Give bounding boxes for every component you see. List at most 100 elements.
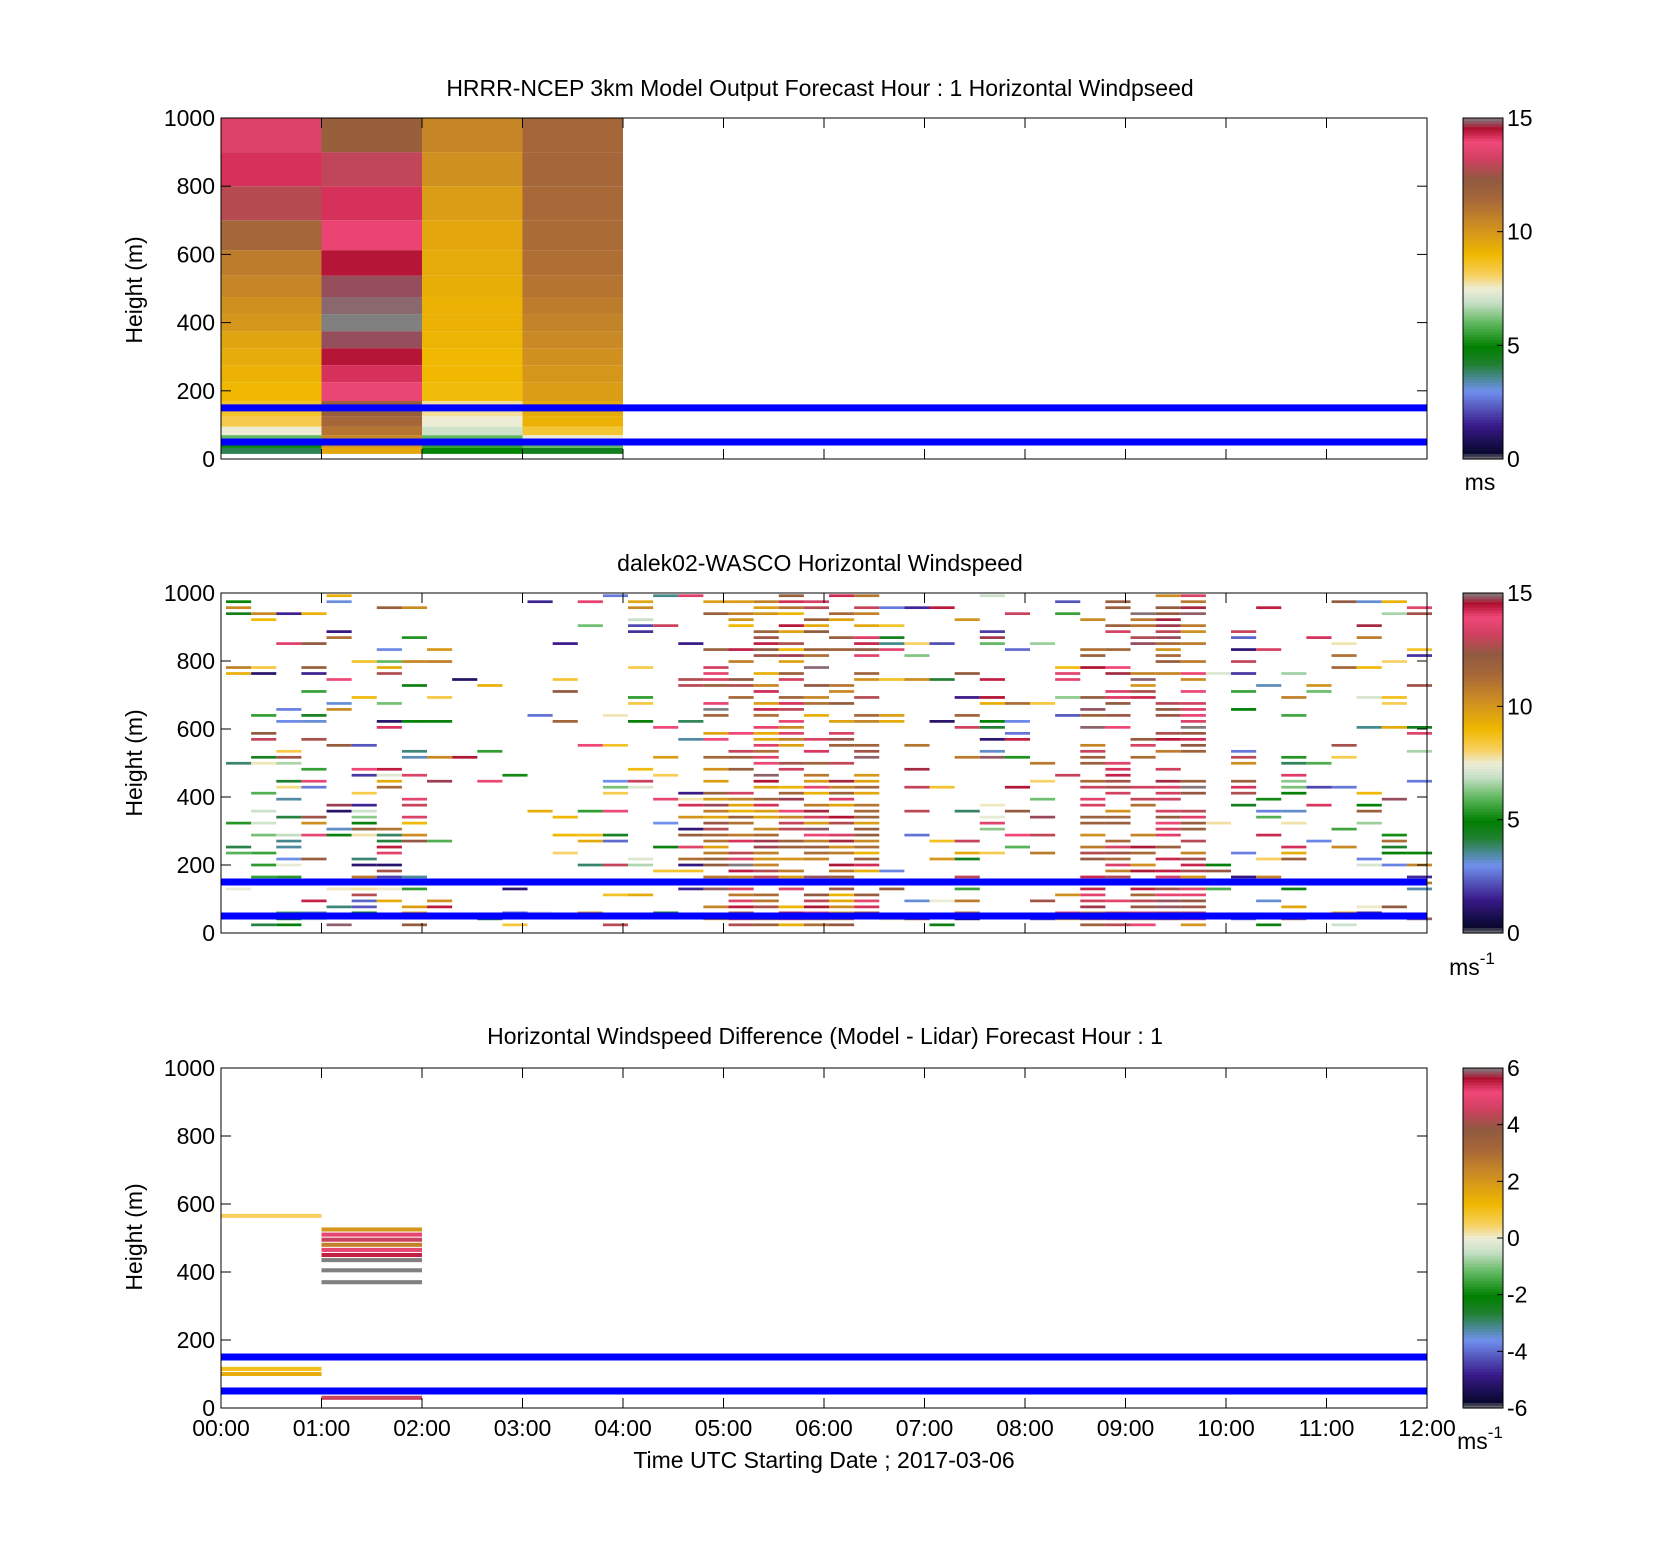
colorbar-segment <box>1463 1269 1503 1273</box>
colorbar-segment <box>1463 754 1503 758</box>
lidar-gate <box>251 851 277 855</box>
lidar-gate <box>351 815 377 819</box>
lidar-gate <box>1381 905 1407 909</box>
heatmap-cell <box>522 365 623 383</box>
heatmap-cell <box>422 297 523 315</box>
colorbar-segment <box>1463 1280 1503 1284</box>
lidar-gate <box>376 767 402 771</box>
y-tick-label: 0 <box>202 446 215 472</box>
lidar-gate <box>1331 666 1357 669</box>
lidar-gate <box>1331 755 1357 759</box>
lidar-gate <box>728 875 754 879</box>
lidar-gate <box>854 779 880 783</box>
lidar-gate <box>427 696 453 699</box>
colorbar-segment <box>1463 1121 1503 1126</box>
lidar-gate <box>1406 887 1433 891</box>
colorbar-segment <box>1463 1382 1503 1386</box>
lidar-gate <box>326 743 352 747</box>
colorbar-segment <box>1463 1359 1503 1364</box>
colorbar-segment <box>1463 299 1503 304</box>
colorbar-segment <box>1463 882 1503 886</box>
colorbar-segment <box>1463 1294 1503 1299</box>
lidar-gate <box>1004 755 1031 759</box>
lidar-gate <box>301 815 327 819</box>
lidar-gate <box>954 618 980 622</box>
colorbar-segment <box>1463 1099 1503 1103</box>
colorbar-segment <box>1463 1391 1503 1395</box>
lidar-gate <box>401 606 428 610</box>
lidar-gate <box>1356 803 1382 807</box>
y-axis-label: Height (m) <box>121 236 147 343</box>
lidar-gate <box>226 600 252 604</box>
colorbar-tick-label: 10 <box>1507 693 1533 719</box>
lidar-gate <box>703 702 729 705</box>
colorbar-tick-label: 6 <box>1507 1055 1520 1081</box>
colorbar-segment <box>1463 901 1503 906</box>
colorbar-segment <box>1463 1116 1503 1120</box>
lidar-gate <box>753 600 779 604</box>
lidar-gate <box>803 845 830 849</box>
colorbar-segment <box>1463 285 1503 290</box>
colorbar-segment <box>1463 831 1503 835</box>
lidar-gate <box>1004 785 1031 789</box>
colorbar-segment <box>1463 1246 1503 1250</box>
lidar-gate <box>678 863 704 867</box>
lidar-gate <box>753 845 779 849</box>
lidar-gate <box>1155 714 1181 717</box>
x-axis <box>220 118 1428 459</box>
y-tick-label: 0 <box>202 920 215 946</box>
lidar-gate <box>1080 726 1106 729</box>
lidar-gate <box>251 791 277 795</box>
colorbar-segment <box>1463 1342 1503 1347</box>
heatmap-cell <box>321 118 422 153</box>
lidar-gate <box>276 833 302 837</box>
lidar-gate <box>376 839 402 843</box>
lidar-gate <box>778 642 804 645</box>
lidar-gate <box>803 630 830 633</box>
lidar-gate <box>552 851 578 855</box>
lidar-gate <box>1130 803 1156 807</box>
colorbar-segment <box>1463 720 1503 724</box>
lidar-gate <box>1155 642 1181 645</box>
lidar-gate <box>376 606 402 610</box>
colorbar-segment <box>1463 146 1503 150</box>
lidar-gate <box>803 600 830 604</box>
lidar-gate <box>1130 797 1156 801</box>
unit-exponent: -1 <box>1480 949 1495 968</box>
colorbar-segment <box>1463 853 1503 858</box>
colorbar-segment <box>1463 1141 1503 1146</box>
colorbar-segment <box>1463 365 1503 369</box>
colorbar-segment <box>1463 1192 1503 1197</box>
lidar-gate <box>803 803 830 807</box>
lidar-gate <box>1406 648 1433 651</box>
colorbar-segment <box>1463 867 1503 872</box>
colorbar-tick-label: 15 <box>1507 580 1533 606</box>
lidar-gate <box>728 797 754 801</box>
lidar-gate <box>602 863 629 867</box>
x-tick-label: 08:00 <box>996 1415 1054 1441</box>
lidar-gate <box>326 600 352 604</box>
colorbar-segment <box>1463 765 1503 770</box>
lidar-gate <box>653 845 679 849</box>
lidar-gate <box>1180 815 1206 819</box>
lidar-gate <box>979 737 1005 741</box>
colorbar-segment <box>1463 740 1503 744</box>
colorbar-segment <box>1463 658 1503 662</box>
lidar-gate <box>376 887 402 891</box>
lidar-gate <box>703 612 729 616</box>
colorbar-unit: ms <box>1465 469 1496 495</box>
lidar-gate <box>1130 785 1156 789</box>
lidar-gate <box>803 875 830 879</box>
lidar-gate <box>1356 857 1382 861</box>
colorbar-segment <box>1463 794 1503 798</box>
lidar-gate <box>401 660 428 663</box>
lidar-gate <box>753 905 779 909</box>
colorbar-segment <box>1463 1362 1503 1367</box>
lidar-gate <box>929 642 955 645</box>
lidar-gate <box>678 833 704 837</box>
lidar-gate <box>1180 672 1206 675</box>
lidar-gate <box>778 594 804 598</box>
heatmap-cell <box>321 365 422 383</box>
lidar-gate <box>728 678 754 681</box>
lidar-gate <box>929 839 955 843</box>
